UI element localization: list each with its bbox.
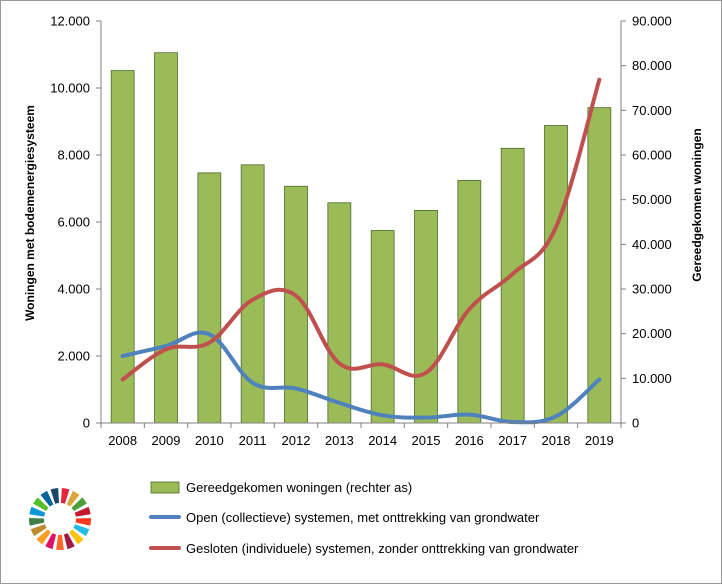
left-tick-label: 8.000	[57, 148, 90, 163]
right-tick-label: 60.000	[632, 148, 672, 163]
bar-2015	[414, 209, 438, 424]
sdg-wheel-segment	[74, 506, 91, 517]
right-tick-label: 30.000	[632, 282, 672, 297]
right-tick-label: 70.000	[632, 103, 672, 118]
right-axis-ticks: 0 10.000 20.000 30.000 40.000 50.000 60.000 70.…	[621, 14, 672, 431]
left-tick-label: 0	[83, 416, 90, 431]
x-tick-label: 2011	[239, 433, 267, 448]
right-tick-label: 20.000	[632, 326, 672, 341]
line-open-systems	[120, 330, 602, 425]
left-axis-title: Woningen met bodemenergiesysteem	[23, 105, 37, 321]
line-closed-systems	[120, 77, 602, 382]
right-tick-label: 50.000	[632, 192, 672, 207]
x-axis-ticks: 2008 2009 2010 2011 2012 2013 2014 2015 2016 2017…	[100, 423, 622, 448]
bar-2019	[587, 107, 612, 424]
x-tick-label: 2017	[498, 433, 527, 448]
sdg-wheel-segment	[50, 488, 60, 504]
left-axis-ticks: 0 2.000 4.000 6.000 8.000 10.000 12.000	[50, 14, 101, 431]
bar-2018	[544, 125, 568, 424]
sdg-wheel-segment	[73, 524, 90, 537]
right-tick-label: 90.000	[632, 14, 672, 29]
left-tick-label: 4.000	[57, 282, 90, 297]
sdg-wheel-segment	[36, 529, 51, 545]
sdg-wheel-segment	[69, 529, 84, 545]
legend-label-bar: Gereedgekomen woningen (rechter as)	[186, 480, 412, 495]
right-tick-label: 10.000	[632, 371, 672, 386]
sdg-wheel-segment	[71, 497, 87, 512]
legend: Gereedgekomen woningen (rechter as) Open…	[149, 480, 579, 556]
x-tick-label: 2015	[412, 433, 441, 448]
bar-2008	[110, 70, 135, 424]
right-tick-label: 0	[632, 416, 639, 431]
sdg-wheel-segment	[29, 518, 45, 526]
bar-2009	[154, 52, 178, 424]
sdg-wheel-icon	[29, 488, 91, 551]
right-tick-label: 80.000	[632, 58, 672, 73]
sdg-wheel-segment	[75, 518, 91, 526]
x-tick-label: 2013	[325, 433, 354, 448]
bar-series	[110, 52, 612, 424]
bar-2010	[197, 172, 222, 424]
legend-label-closed: Gesloten (individuele) systemen, zonder …	[186, 541, 579, 556]
right-tick-label: 40.000	[632, 237, 672, 252]
sdg-wheel-segment	[45, 533, 57, 550]
x-tick-label: 2012	[282, 433, 311, 448]
x-tick-label: 2019	[585, 433, 614, 448]
sdg-wheel-segment	[40, 490, 54, 507]
x-tick-label: 2010	[195, 433, 224, 448]
axes	[100, 21, 622, 424]
left-tick-label: 2.000	[57, 349, 90, 364]
x-tick-label: 2008	[108, 433, 137, 448]
sdg-wheel-segment	[29, 506, 46, 517]
line-series	[120, 77, 602, 425]
sdg-wheel-segment	[66, 490, 80, 507]
bar-2014	[370, 230, 395, 424]
x-tick-label: 2016	[455, 433, 484, 448]
bar-2013	[327, 202, 352, 424]
sdg-wheel-segment	[63, 533, 75, 550]
left-tick-label: 12.000	[50, 14, 90, 29]
sdg-wheel-segment	[56, 534, 64, 551]
x-tick-label: 2009	[152, 433, 181, 448]
legend-swatch-bar	[150, 481, 180, 494]
x-tick-label: 2014	[368, 433, 397, 448]
legend-label-open: Open (collectieve) systemen, met onttrek…	[186, 510, 540, 525]
right-axis-title: Gereedgekomen woningen	[690, 128, 704, 281]
left-tick-label: 10.000	[50, 81, 90, 96]
x-tick-label: 2018	[542, 433, 571, 448]
sdg-wheel-segment	[60, 488, 70, 504]
sdg-wheel-segment	[30, 524, 47, 537]
left-tick-label: 6.000	[57, 215, 90, 230]
bar-2017	[500, 147, 525, 424]
sdg-wheel-segment	[33, 497, 49, 512]
